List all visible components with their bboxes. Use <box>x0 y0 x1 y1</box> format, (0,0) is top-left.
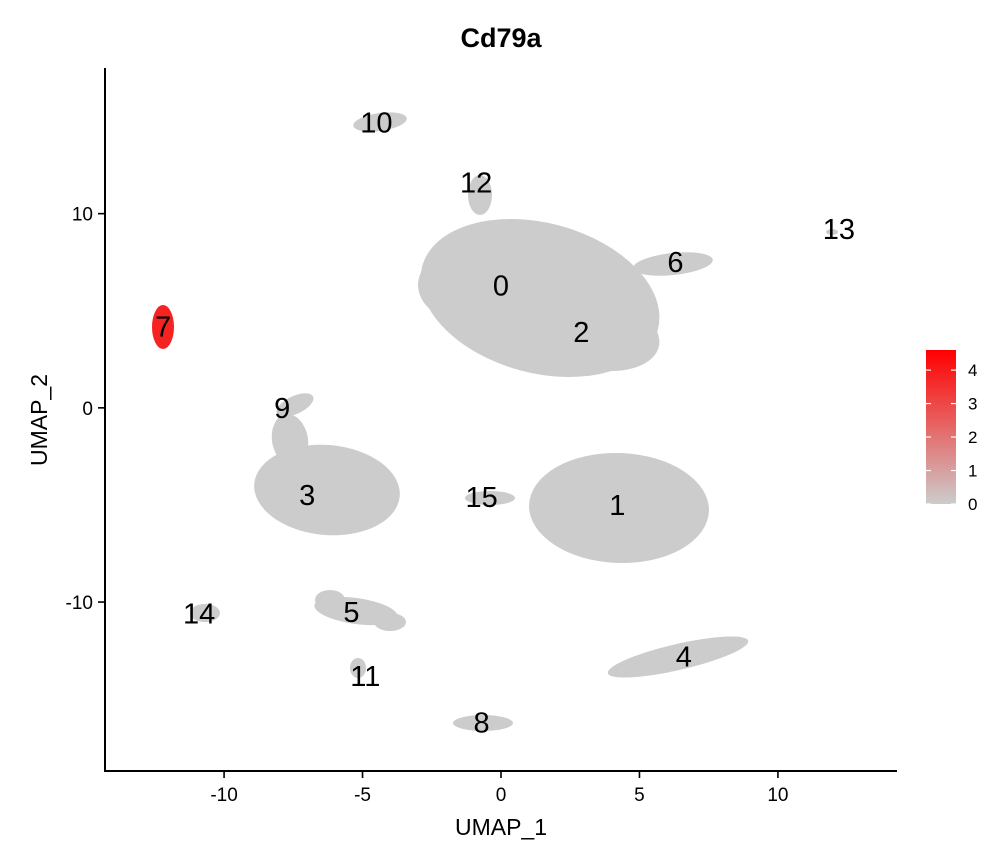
x-tick-label: 10 <box>767 785 788 806</box>
cluster-0-points-1 <box>418 247 522 323</box>
cluster-7-points <box>152 305 174 349</box>
cluster-14-points <box>190 604 220 622</box>
cluster-5-points-2 <box>374 613 406 631</box>
color-scale-tick-label: 2 <box>968 428 977 447</box>
cluster-label-0: 0 <box>493 271 509 303</box>
color-scale-bar <box>926 350 956 504</box>
y-tick-label: 10 <box>72 205 93 226</box>
cluster-label-15: 15 <box>465 482 497 514</box>
cluster-3-points <box>254 444 400 536</box>
cluster-label-12: 12 <box>460 168 492 200</box>
color-scale-tick-label: 0 <box>968 495 977 514</box>
cluster-15-points <box>465 491 515 505</box>
cluster-13-points <box>826 229 838 235</box>
cluster-2-points <box>540 298 660 372</box>
cluster-12-points <box>468 175 492 215</box>
scatter-points <box>152 112 838 731</box>
color-scale-ticks: 0 1 2 3 4 <box>926 361 977 514</box>
cluster-label-3: 3 <box>299 480 315 512</box>
y-axis-title: UMAP_2 <box>26 374 52 466</box>
cluster-label-5: 5 <box>343 597 359 629</box>
cluster-label-7: 7 <box>155 311 171 343</box>
color-legend: 0 1 2 3 4 <box>926 350 977 514</box>
cluster-label-8: 8 <box>474 707 490 739</box>
color-scale-tick-label: 1 <box>968 462 977 481</box>
x-tick-label: 5 <box>634 785 645 806</box>
cluster-label-14: 14 <box>183 599 215 631</box>
cluster-8-points <box>453 715 513 731</box>
cluster-4-points <box>607 636 749 678</box>
cluster-label-10: 10 <box>360 107 392 139</box>
x-tick-label: 0 <box>496 785 507 806</box>
color-scale-tick-label: 4 <box>968 361 977 380</box>
cluster-6-points <box>633 252 713 276</box>
cluster-label-1: 1 <box>609 490 625 522</box>
cluster-label-9: 9 <box>274 393 290 425</box>
cluster-label-2: 2 <box>573 317 589 349</box>
cluster-1-points <box>529 452 709 564</box>
x-axis-title: UMAP_1 <box>455 814 547 840</box>
cluster-label-6: 6 <box>667 247 683 279</box>
cluster-label-4: 4 <box>676 641 692 673</box>
x-axis-ticks: -10 -5 0 5 10 <box>210 771 788 806</box>
y-tick-label: 0 <box>82 399 93 420</box>
cluster-11-points <box>350 658 366 678</box>
cluster-label-13: 13 <box>823 214 855 246</box>
cluster-5-points-1 <box>315 590 345 610</box>
x-tick-label: -10 <box>210 785 237 806</box>
cluster-label-11: 11 <box>350 661 380 693</box>
chart-title: Cd79a <box>460 23 542 53</box>
y-tick-label: -10 <box>66 593 93 614</box>
cluster-9-points <box>276 393 314 417</box>
cluster-3-points-1 <box>271 414 309 466</box>
x-tick-label: -5 <box>354 785 371 806</box>
y-axis-ticks: -10 0 10 <box>66 205 105 614</box>
cluster-10-points <box>353 112 407 132</box>
color-scale-tick-label: 3 <box>968 395 977 414</box>
